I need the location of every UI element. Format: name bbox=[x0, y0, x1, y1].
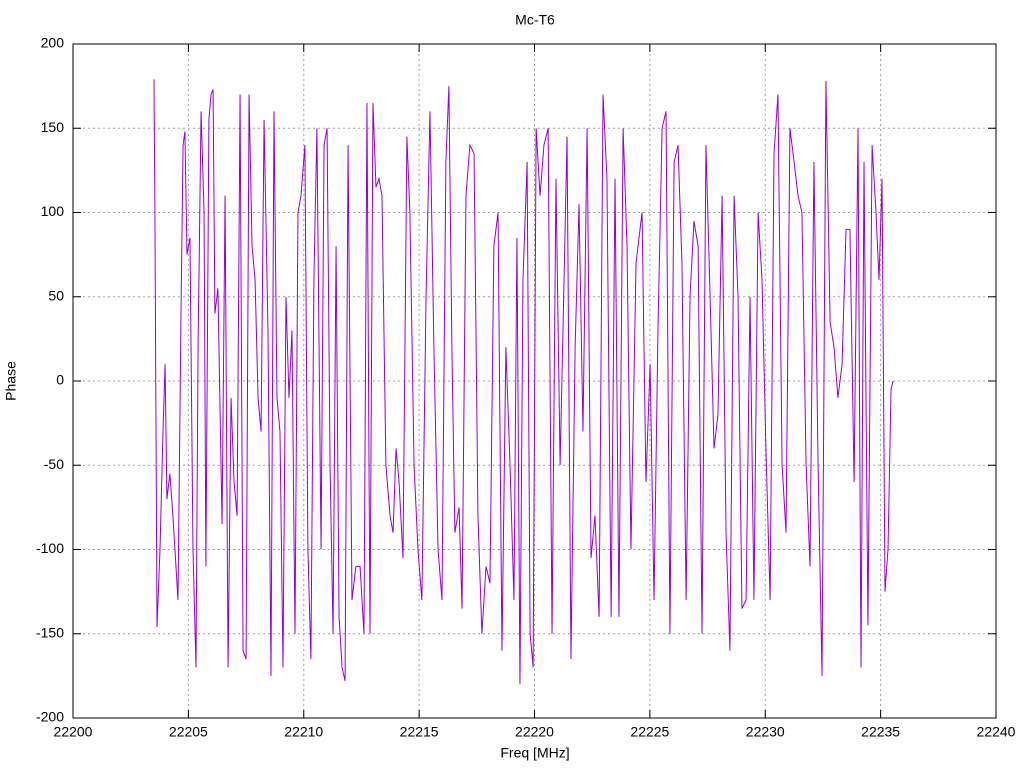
x-tick-label: 22230 bbox=[746, 724, 785, 740]
x-tick-label: 22215 bbox=[400, 724, 439, 740]
y-tick-label: 50 bbox=[48, 287, 64, 303]
y-tick-label: -100 bbox=[36, 540, 64, 556]
y-tick-label: -150 bbox=[36, 624, 64, 640]
x-tick-label: 22220 bbox=[515, 724, 554, 740]
x-tick-label: 22200 bbox=[54, 724, 93, 740]
y-tick-label: 200 bbox=[41, 35, 65, 51]
y-tick-label: 150 bbox=[41, 119, 65, 135]
x-tick-label: 22240 bbox=[977, 724, 1016, 740]
y-axis-label: Phase bbox=[3, 361, 19, 401]
x-tick-label: 22235 bbox=[861, 724, 900, 740]
x-tick-label: 22210 bbox=[284, 724, 323, 740]
x-tick-label: 22225 bbox=[630, 724, 669, 740]
y-tick-label: 0 bbox=[56, 372, 64, 388]
x-tick-label: 22205 bbox=[169, 724, 208, 740]
plot-border bbox=[72, 43, 997, 719]
y-tick-label: -200 bbox=[36, 709, 64, 725]
data-line bbox=[153, 79, 894, 685]
y-tick-label: -50 bbox=[44, 456, 64, 472]
chart-title: Mc-T6 bbox=[515, 12, 555, 28]
y-tick-label: 100 bbox=[41, 203, 65, 219]
x-axis-label: Freq [MHz] bbox=[500, 745, 569, 761]
